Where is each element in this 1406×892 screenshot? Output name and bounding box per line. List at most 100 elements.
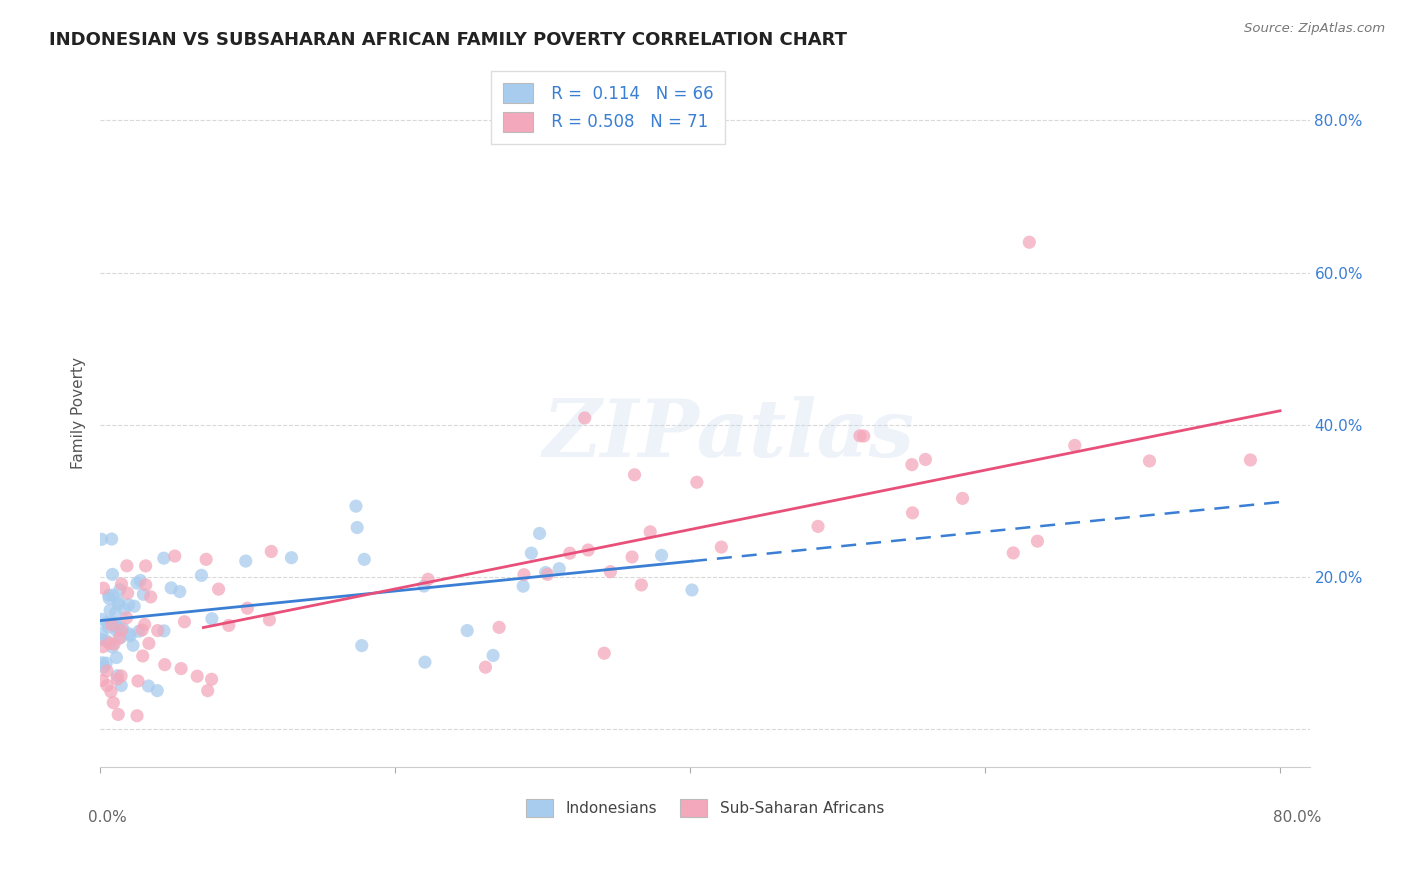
Point	[139, 590, 162, 604]
Point	[146, 683, 169, 698]
Text: Source: ZipAtlas.com: Source: ZipAtlas.com	[1244, 22, 1385, 36]
Point	[97, 588, 120, 602]
Point	[110, 631, 132, 645]
Point	[1063, 438, 1085, 452]
Point	[681, 582, 703, 597]
Point	[128, 624, 150, 639]
Point	[186, 669, 208, 683]
Point	[122, 638, 145, 652]
Point	[138, 636, 160, 650]
Point	[125, 576, 148, 591]
Point	[153, 624, 176, 638]
Point	[103, 637, 125, 651]
Point	[346, 520, 368, 534]
Point	[807, 519, 830, 533]
Point	[96, 633, 118, 648]
Point	[169, 584, 191, 599]
Point	[100, 684, 122, 698]
Point	[280, 550, 302, 565]
Point	[134, 617, 156, 632]
Point	[901, 506, 924, 520]
Point	[152, 551, 174, 566]
Point	[100, 532, 122, 546]
Point	[520, 546, 543, 560]
Point	[104, 606, 127, 620]
Point	[146, 624, 169, 638]
Point	[576, 543, 599, 558]
Point	[623, 467, 645, 482]
Point	[105, 672, 128, 686]
Point	[100, 618, 122, 632]
Point	[574, 411, 596, 425]
Point	[118, 627, 141, 641]
Point	[548, 561, 571, 575]
Point	[160, 581, 183, 595]
Point	[93, 660, 115, 674]
Point	[101, 588, 124, 602]
Point	[131, 623, 153, 637]
Point	[91, 656, 114, 670]
Point	[120, 629, 142, 643]
Text: 0.0%: 0.0%	[89, 810, 127, 825]
Point	[593, 646, 616, 660]
Point	[621, 549, 644, 564]
Point	[173, 615, 195, 629]
Point	[111, 624, 134, 638]
Point	[534, 566, 557, 580]
Point	[456, 624, 478, 638]
Point	[105, 669, 128, 683]
Point	[108, 582, 131, 597]
Point	[710, 540, 733, 554]
Point	[512, 579, 534, 593]
Point	[1139, 454, 1161, 468]
Point	[197, 683, 219, 698]
Point	[353, 552, 375, 566]
Point	[105, 619, 128, 633]
Point	[91, 640, 114, 654]
Y-axis label: Family Poverty: Family Poverty	[72, 358, 86, 469]
Point	[344, 499, 367, 513]
Point	[135, 578, 157, 592]
Point	[93, 581, 115, 595]
Point	[90, 626, 112, 640]
Point	[413, 655, 436, 669]
Point	[115, 558, 138, 573]
Point	[686, 475, 709, 490]
Legend: Indonesians, Sub-Saharan Africans: Indonesians, Sub-Saharan Africans	[520, 792, 890, 823]
Point	[96, 656, 118, 670]
Point	[260, 544, 283, 558]
Point	[129, 574, 152, 588]
Point	[117, 586, 139, 600]
Point	[235, 554, 257, 568]
Point	[91, 632, 114, 647]
Point	[170, 662, 193, 676]
Point	[218, 618, 240, 632]
Point	[132, 587, 155, 601]
Point	[536, 567, 558, 582]
Text: ZIPatlas: ZIPatlas	[543, 396, 915, 474]
Point	[236, 601, 259, 615]
Point	[488, 620, 510, 634]
Point	[101, 640, 124, 654]
Point	[105, 624, 128, 638]
Point	[110, 678, 132, 692]
Point	[482, 648, 505, 663]
Point	[207, 582, 229, 596]
Point	[127, 673, 149, 688]
Text: INDONESIAN VS SUBSAHARAN AFRICAN FAMILY POVERTY CORRELATION CHART: INDONESIAN VS SUBSAHARAN AFRICAN FAMILY …	[49, 31, 848, 49]
Point	[122, 599, 145, 614]
Point	[195, 552, 218, 566]
Point	[138, 679, 160, 693]
Point	[107, 595, 129, 609]
Point	[91, 612, 114, 626]
Point	[98, 636, 121, 650]
Point	[1239, 453, 1261, 467]
Point	[513, 567, 536, 582]
Point	[651, 549, 673, 563]
Point	[952, 491, 974, 506]
Point	[98, 603, 121, 617]
Point	[110, 669, 132, 683]
Point	[132, 648, 155, 663]
Point	[914, 452, 936, 467]
Point	[1002, 546, 1025, 560]
